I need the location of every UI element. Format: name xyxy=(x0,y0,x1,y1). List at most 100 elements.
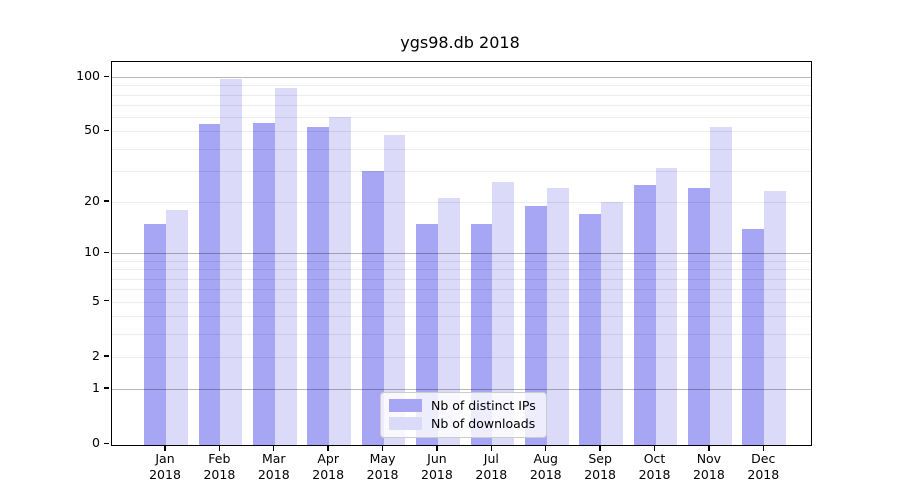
minor-gridline xyxy=(111,105,811,107)
minor-gridline xyxy=(111,316,811,318)
y-tick-mark xyxy=(104,251,109,254)
x-tick-year: 2018 xyxy=(149,467,181,482)
bar-distinct-ips-dec xyxy=(742,228,765,445)
bar-distinct-ips-may xyxy=(361,170,384,445)
minor-gridline xyxy=(111,94,811,96)
x-tick-month: Apr xyxy=(317,451,339,466)
x-tick-year: 2018 xyxy=(421,467,453,482)
x-tick-year: 2018 xyxy=(692,467,725,482)
bar-downloads-jul xyxy=(492,181,515,445)
minor-gridline xyxy=(111,201,811,203)
x-tick-label-nov: Nov 2018 xyxy=(677,451,741,483)
x-tick-year: 2018 xyxy=(529,467,562,482)
x-tick-month: Jul xyxy=(483,451,499,466)
bar-downloads-dec xyxy=(764,191,787,445)
x-tick-label-mar: Mar 2018 xyxy=(242,451,306,483)
minor-gridline xyxy=(111,356,811,358)
x-tick-mark xyxy=(218,445,221,451)
minor-gridline xyxy=(111,170,811,172)
legend-row: Nb of distinct IPs xyxy=(389,398,536,413)
x-tick-mark xyxy=(273,445,275,451)
legend-label: Nb of downloads xyxy=(431,416,536,431)
legend-swatch-distinct-ips xyxy=(389,399,422,412)
x-tick-label-aug: Aug 2018 xyxy=(514,451,578,483)
x-tick-year: 2018 xyxy=(747,467,780,482)
x-tick-month: Jun xyxy=(427,451,447,466)
bar-distinct-ips-aug xyxy=(524,205,547,445)
bar-distinct-ips-oct xyxy=(633,184,656,445)
minor-gridline xyxy=(111,117,811,119)
bar-downloads-jan xyxy=(166,209,188,445)
y-tick-label: 10 xyxy=(84,244,100,260)
x-tick-mark xyxy=(545,445,547,451)
legend: Nb of distinct IPs Nb of downloads xyxy=(380,392,547,438)
x-tick-year: 2018 xyxy=(366,467,399,482)
bar-distinct-ips-feb xyxy=(198,123,221,445)
y-tick-mark xyxy=(104,75,109,77)
x-tick-label-apr: Apr 2018 xyxy=(296,451,360,483)
x-tick-label-jun: Jun 2018 xyxy=(405,451,469,483)
x-tick-month: Nov xyxy=(696,451,722,466)
x-tick-year: 2018 xyxy=(638,467,671,482)
bar-downloads-oct xyxy=(655,168,678,445)
bar-distinct-ips-sep xyxy=(579,214,602,445)
y-tick-label: 1 xyxy=(92,379,100,395)
bar-downloads-aug xyxy=(546,188,569,445)
y-tick-mark xyxy=(104,355,109,357)
bar-downloads-sep xyxy=(601,201,623,445)
legend-row: Nb of downloads xyxy=(389,416,536,431)
y-tick-mark xyxy=(104,129,109,132)
bar-distinct-ips-jan xyxy=(144,223,166,445)
x-tick-mark xyxy=(708,445,710,451)
minor-gridline xyxy=(111,278,811,280)
bar-distinct-ips-mar xyxy=(252,122,275,445)
x-tick-month: Mar xyxy=(261,451,286,466)
minor-gridline xyxy=(111,85,811,87)
bar-downloads-apr xyxy=(329,117,351,445)
x-tick-mark xyxy=(653,445,656,451)
y-tick-label: 2 xyxy=(92,347,100,363)
y-tick-mark xyxy=(104,300,109,302)
y-tick-label: 5 xyxy=(92,292,100,308)
x-tick-label-sep: Sep 2018 xyxy=(568,451,632,483)
x-tick-label-dec: Dec 2018 xyxy=(731,451,795,483)
bar-distinct-ips-nov xyxy=(688,188,710,445)
x-tick-month: Dec xyxy=(751,451,776,466)
minor-gridline xyxy=(111,260,811,262)
x-tick-year: 2018 xyxy=(257,467,290,482)
x-tick-year: 2018 xyxy=(475,467,508,482)
x-tick-month: Sep xyxy=(588,451,612,466)
bar-distinct-ips-jul xyxy=(470,223,493,445)
bar-downloads-mar xyxy=(274,87,297,445)
x-tick-month: Feb xyxy=(208,451,231,466)
bar-downloads-may xyxy=(383,134,406,445)
minor-gridline xyxy=(111,131,811,133)
legend-swatch-downloads xyxy=(389,417,422,430)
y-tick-label: 0 xyxy=(92,435,100,450)
x-tick-label-feb: Feb 2018 xyxy=(187,451,251,483)
minor-gridline xyxy=(111,289,811,291)
x-tick-month: May xyxy=(369,451,396,466)
x-tick-year: 2018 xyxy=(584,467,617,482)
plot-area xyxy=(110,61,812,446)
x-tick-mark xyxy=(164,445,166,451)
bar-distinct-ips-apr xyxy=(307,126,330,445)
x-tick-year: 2018 xyxy=(312,467,345,482)
minor-gridline xyxy=(111,301,811,303)
bar-downloads-feb xyxy=(220,79,243,445)
x-tick-mark xyxy=(436,445,438,451)
x-tick-month: Jan xyxy=(155,451,175,466)
major-gridline xyxy=(111,77,811,79)
x-tick-year: 2018 xyxy=(203,467,236,482)
x-tick-mark xyxy=(381,445,384,451)
bar-downloads-nov xyxy=(709,126,732,445)
x-tick-label-jul: Jul 2018 xyxy=(459,451,523,483)
major-gridline xyxy=(111,388,811,390)
x-tick-mark xyxy=(762,445,764,451)
bar-distinct-ips-jun xyxy=(416,223,438,445)
x-tick-mark xyxy=(327,445,329,451)
x-tick-mark xyxy=(599,445,601,451)
major-gridline xyxy=(111,253,811,255)
x-tick-label-jan: Jan 2018 xyxy=(133,451,197,483)
